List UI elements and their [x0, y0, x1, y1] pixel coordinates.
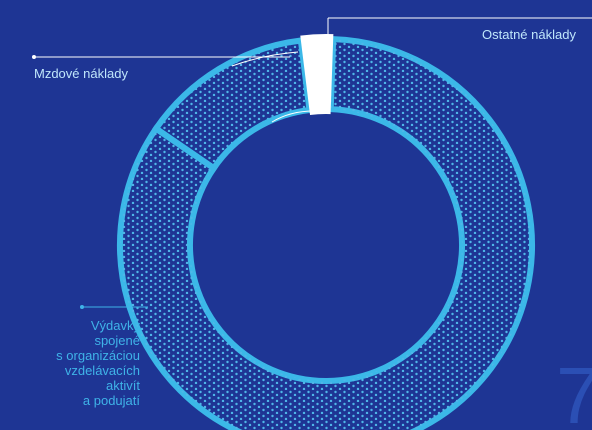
callout-arc-mzdove-bottom [271, 110, 315, 123]
donut-segments [117, 34, 535, 430]
label-ostatne-naklady: Ostatné náklady [482, 27, 576, 42]
segment-vydavky-pattern [120, 39, 532, 430]
label-vydavky: Výdavky spojené s organizáciou vzdelávac… [56, 318, 140, 408]
callout-lines [32, 17, 592, 309]
segment-mzdove-naklady [151, 37, 313, 173]
page-number: 7 [556, 351, 592, 430]
label-mzdove-naklady: Mzdové náklady [34, 66, 128, 81]
callout-arc-mzdove-top [231, 51, 299, 67]
segment-ostatne-naklady [300, 34, 334, 115]
